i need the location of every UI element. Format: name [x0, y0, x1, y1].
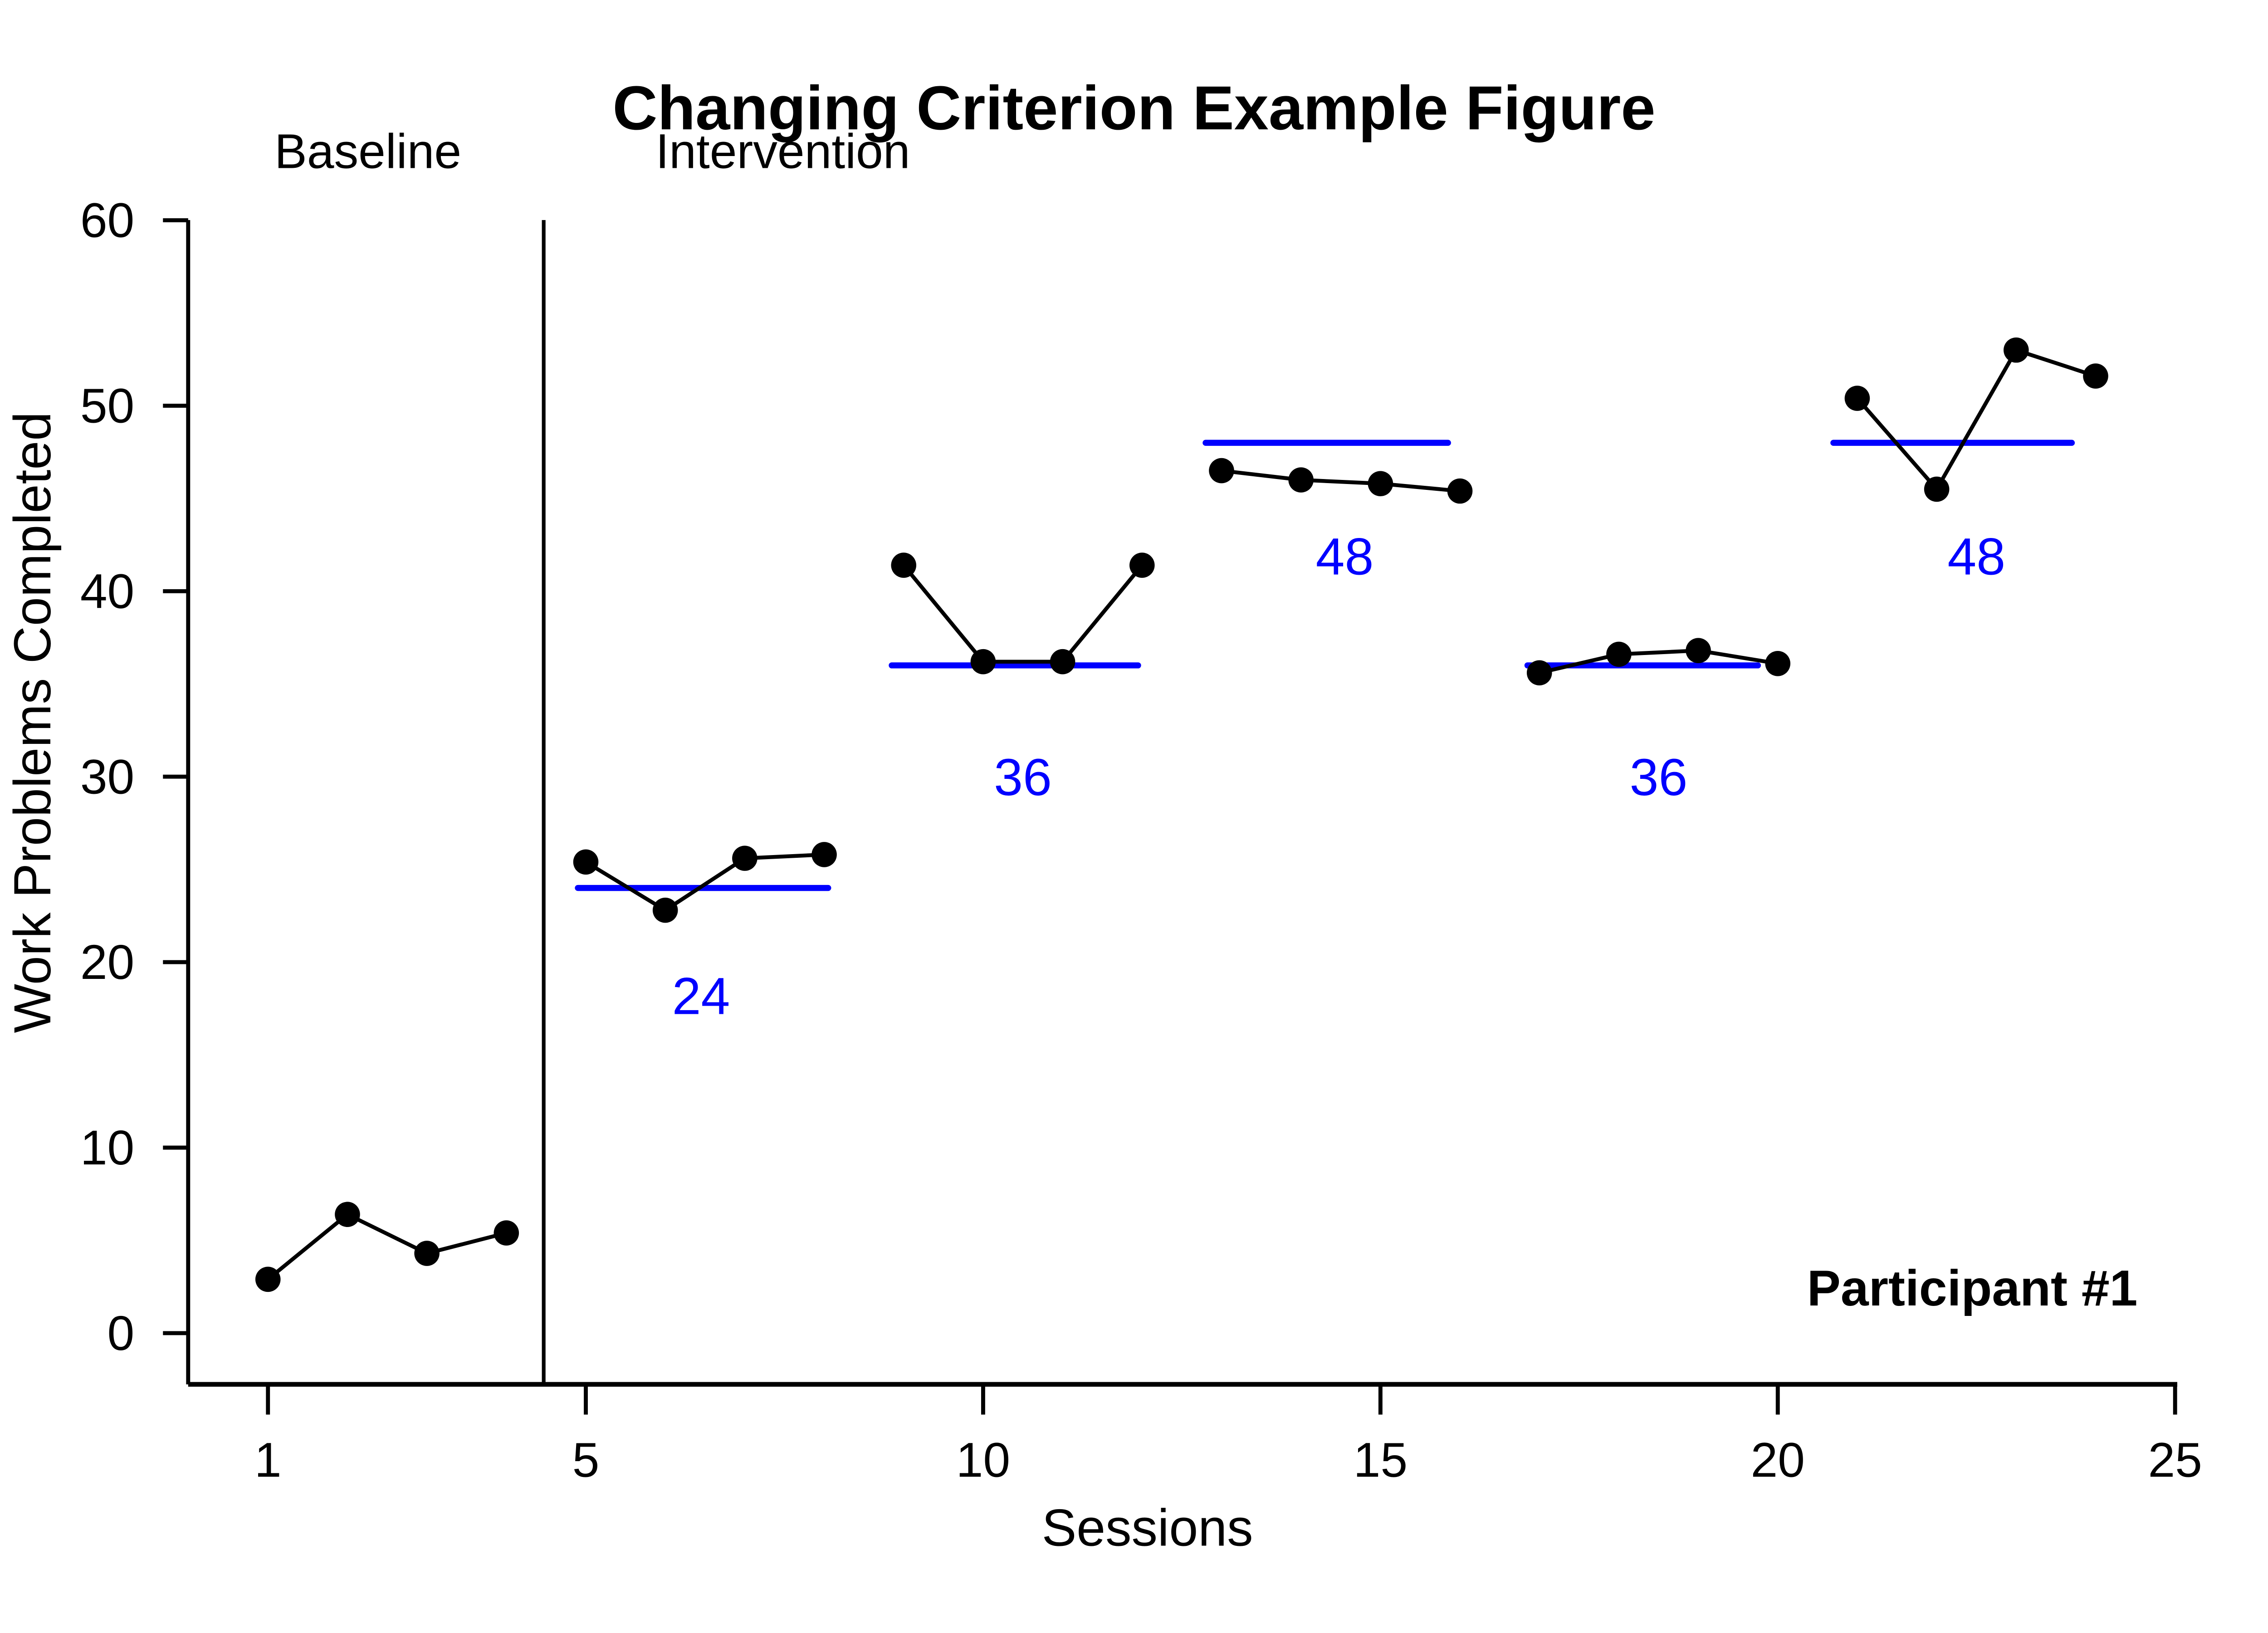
data-point	[1924, 476, 1950, 502]
data-point	[970, 649, 996, 675]
x-tick-label: 10	[956, 1433, 1010, 1487]
data-point	[1368, 471, 1393, 496]
y-tick-label: 50	[80, 378, 134, 433]
criterion-value-label: 36	[1630, 748, 1688, 807]
y-tick-label: 0	[108, 1306, 135, 1360]
y-tick-label: 60	[80, 193, 134, 248]
phase-label-intervention: Intervention	[655, 124, 910, 178]
data-point	[1288, 467, 1314, 493]
data-line-segment	[267, 1212, 507, 1281]
data-point	[811, 842, 837, 867]
data-line-segment	[1856, 348, 2097, 491]
data-point	[2083, 363, 2108, 389]
data-point	[414, 1241, 440, 1266]
participant-annotation: Participant #1	[1807, 1260, 2138, 1316]
x-tick-label: 1	[254, 1433, 282, 1487]
data-point	[1209, 458, 1234, 484]
x-tick-label: 15	[1354, 1433, 1408, 1487]
data-line-segment	[585, 852, 825, 912]
data-point	[732, 846, 758, 871]
y-tick-label: 30	[80, 749, 134, 804]
criterion-value-label: 24	[672, 967, 730, 1025]
data-series-layer	[255, 337, 2108, 1292]
data-line-segment	[1539, 648, 1778, 675]
data-point	[891, 552, 917, 578]
x-tick-label: 5	[572, 1433, 600, 1487]
data-point	[652, 897, 678, 923]
data-point	[1050, 649, 1075, 675]
data-point	[1844, 386, 1870, 411]
data-point	[1606, 641, 1632, 667]
criterion-value-label: 48	[1316, 528, 1374, 586]
data-point	[335, 1202, 360, 1227]
phase-label-baseline: Baseline	[274, 124, 461, 178]
chart-title: Changing Criterion Example Figure	[612, 73, 1655, 143]
y-tick-label: 10	[80, 1120, 134, 1175]
y-axis-title: Work Problems Completed	[4, 412, 62, 1033]
data-point	[494, 1220, 519, 1246]
data-point	[2004, 337, 2029, 363]
data-point	[1526, 660, 1552, 686]
y-tick-label: 40	[80, 564, 134, 618]
data-line-segment	[1221, 469, 1460, 493]
y-tick-label: 20	[80, 935, 134, 989]
criterion-value-label: 48	[1947, 528, 2005, 586]
data-line-segment	[902, 564, 1144, 664]
criterion-value-label: 36	[994, 748, 1052, 807]
data-point	[1129, 552, 1155, 578]
x-axis-title: Sessions	[1042, 1499, 1253, 1557]
x-tick-label: 25	[2148, 1433, 2202, 1487]
data-point	[1447, 478, 1473, 504]
data-point	[255, 1266, 281, 1292]
data-point	[1686, 638, 1711, 663]
data-point	[573, 849, 599, 875]
criterion-lines-layer: 24 36 48 36 48	[575, 440, 2075, 1025]
x-tick-label: 20	[1751, 1433, 1805, 1487]
data-point	[1765, 651, 1791, 676]
